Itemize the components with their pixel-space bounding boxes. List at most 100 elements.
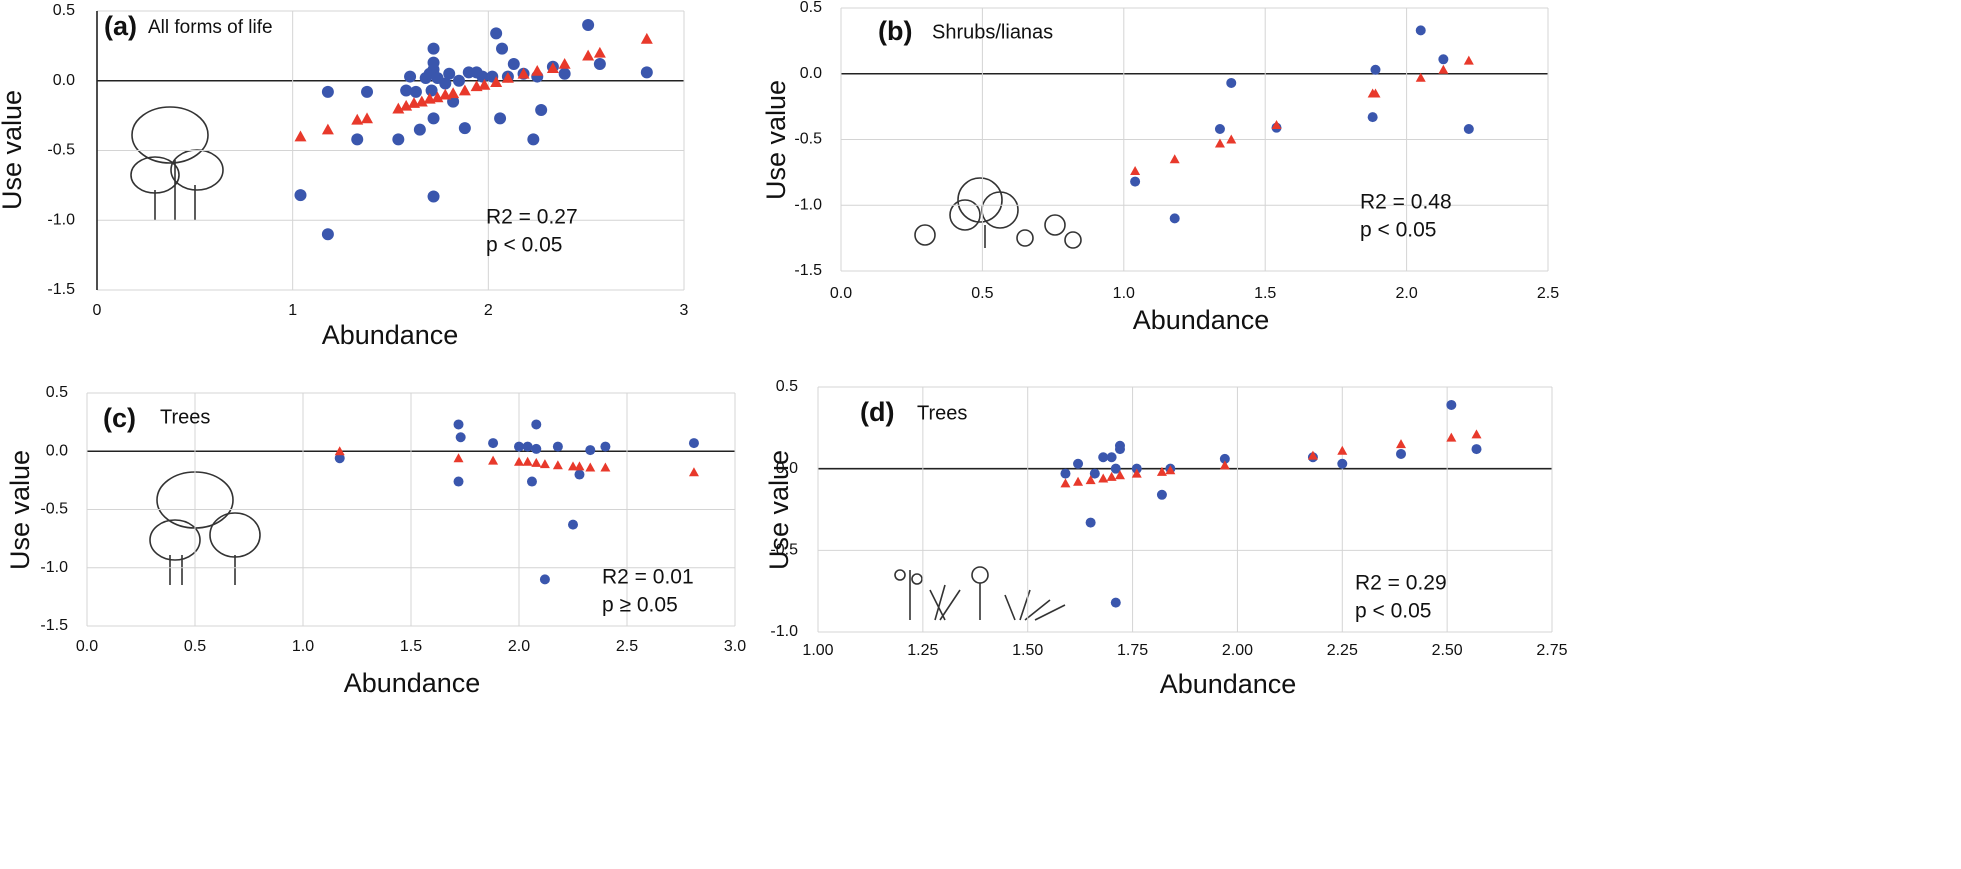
triangle-point xyxy=(1271,120,1282,130)
triangle-point xyxy=(1415,72,1426,82)
triangle-point xyxy=(1106,471,1117,481)
triangle-point xyxy=(546,62,559,73)
triangle-point xyxy=(514,456,524,466)
circle-point xyxy=(1471,444,1482,455)
circle-point xyxy=(1060,468,1071,479)
x-tick-label: 2.00 xyxy=(1222,642,1253,659)
x-tick-label: 1.75 xyxy=(1117,642,1148,659)
circle-point xyxy=(531,419,542,430)
panel: 0.5 0.0 -0.5 -1.0 -1.5 0 1 2 3 Abundance Use value… xyxy=(0,2,689,350)
y-tick-label: 0.5 xyxy=(776,378,798,395)
circle-point xyxy=(585,445,596,456)
circle-point xyxy=(1438,54,1449,65)
annotation: R2 = 0.29 xyxy=(1355,572,1447,595)
triangle-point xyxy=(1226,134,1237,144)
circle-point xyxy=(531,443,542,454)
y-tick-label: -1.0 xyxy=(40,559,68,576)
triangle-point xyxy=(539,459,550,469)
circle-point xyxy=(425,84,438,97)
x-tick-label: 1.25 xyxy=(907,642,938,659)
y-tick-label: -1.0 xyxy=(47,211,75,228)
circle-point xyxy=(427,190,440,203)
plant-icon xyxy=(894,566,1066,621)
x-tick-label: 2.5 xyxy=(1537,285,1559,302)
triangle-point xyxy=(1396,439,1407,449)
circle-point xyxy=(1089,468,1100,479)
circle-point xyxy=(427,42,440,55)
triangle-point xyxy=(1156,466,1167,476)
x-tick-label: 3 xyxy=(680,302,689,319)
circle-point xyxy=(1367,112,1378,123)
circle-point xyxy=(321,228,334,241)
circle-point xyxy=(1214,123,1225,134)
annotation: R2 = 0.01 xyxy=(602,566,694,589)
annotation: p < 0.05 xyxy=(486,234,562,257)
circle-point xyxy=(1098,452,1109,463)
triangle-point xyxy=(1169,154,1180,164)
y-axis-label: Use value xyxy=(761,80,791,200)
circle-point xyxy=(539,574,550,585)
triangle-point xyxy=(558,58,571,69)
circle-point xyxy=(453,476,464,487)
triangle-point xyxy=(517,67,530,79)
triangle-point xyxy=(431,91,444,103)
triangle-point xyxy=(321,123,334,135)
circle-point xyxy=(413,123,426,136)
circle-point xyxy=(494,112,507,125)
circle-point xyxy=(1106,452,1117,463)
triangle-point xyxy=(593,46,606,58)
triangle-point xyxy=(294,130,307,142)
circle-point xyxy=(1156,489,1167,500)
x-tick-label: 2.0 xyxy=(508,638,530,655)
circle-point xyxy=(1114,440,1125,451)
circle-point xyxy=(455,432,466,443)
y-tick-label: 0.0 xyxy=(46,442,68,459)
x-tick-label: 2.75 xyxy=(1536,642,1567,659)
triangle-point xyxy=(1114,470,1125,480)
x-axis-label: Abundance xyxy=(322,320,459,350)
y-axis-label: Use value xyxy=(764,450,794,570)
panel-label: (c) xyxy=(103,403,136,433)
triangle-point xyxy=(1073,476,1084,486)
panel-label: (d) xyxy=(860,397,894,427)
panel-title: Trees xyxy=(917,402,967,424)
circle-point xyxy=(321,85,334,98)
circle-point xyxy=(1073,458,1084,469)
plant-icon xyxy=(130,106,224,220)
triangle-point xyxy=(447,87,460,99)
circle-point xyxy=(361,85,374,98)
circle-point xyxy=(458,122,471,135)
triangle-point xyxy=(600,462,611,472)
y-tick-label: 0.0 xyxy=(800,65,822,82)
circle-point xyxy=(558,67,571,80)
x-tick-label: 1.50 xyxy=(1012,642,1043,659)
circle-point xyxy=(409,85,422,98)
x-tick-label: 1.00 xyxy=(802,642,833,659)
triangle-point xyxy=(400,99,413,111)
triangle-point xyxy=(522,456,533,466)
x-tick-label: 2.0 xyxy=(1395,285,1417,302)
triangle-point xyxy=(351,113,364,125)
circle-point xyxy=(427,112,440,125)
triangle-point xyxy=(1471,429,1482,439)
panel-label: (b) xyxy=(878,16,912,46)
plant-icon xyxy=(914,177,1082,249)
triangle-point xyxy=(334,446,345,456)
x-tick-label: 1.5 xyxy=(1254,285,1276,302)
triangle-point xyxy=(531,457,542,467)
circle-point xyxy=(294,189,307,202)
triangle-point xyxy=(552,460,563,470)
triangle-point xyxy=(458,84,471,96)
circle-point xyxy=(535,104,548,117)
circle-point xyxy=(514,441,524,452)
circle-point xyxy=(490,27,503,40)
panel-label: (a) xyxy=(104,11,137,41)
x-tick-label: 3.0 xyxy=(724,638,746,655)
triangle-point xyxy=(488,455,499,465)
x-tick-label: 2.5 xyxy=(616,638,638,655)
y-tick-label: -1.5 xyxy=(40,617,68,634)
annotation: R2 = 0.27 xyxy=(486,206,578,229)
triangle-point xyxy=(478,78,491,90)
panel: 0.5 0.0 -0.5 -1.01.00 1.25 1.50 1.75 2.00 2.25 2.… xyxy=(764,378,1568,699)
circle-point xyxy=(1169,213,1180,224)
